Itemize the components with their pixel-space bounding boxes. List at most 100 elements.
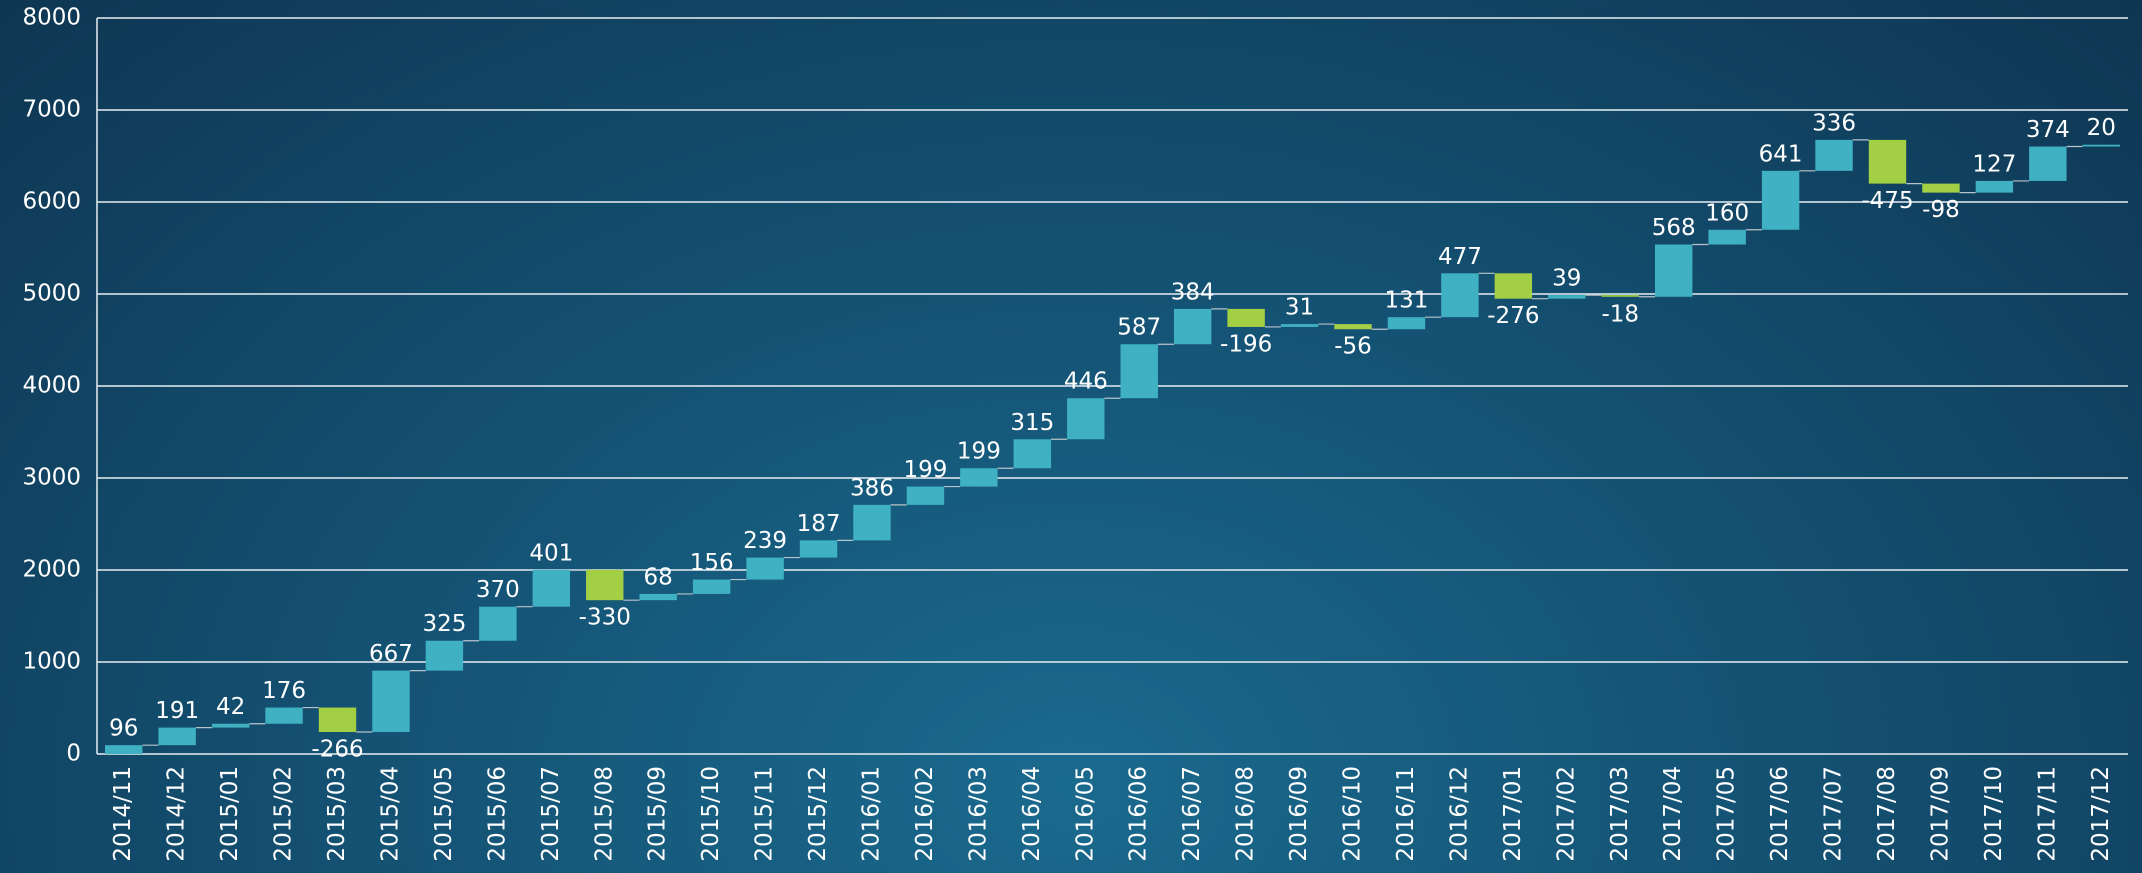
bar <box>1120 344 1158 399</box>
data-label: 156 <box>690 550 734 576</box>
data-label: -196 <box>1220 331 1272 357</box>
data-label: 336 <box>1812 110 1856 136</box>
x-tick-label: 2015/09 <box>645 766 671 862</box>
data-label: 239 <box>743 528 787 554</box>
bar <box>1494 273 1533 299</box>
y-tick-label: 5000 <box>22 281 81 307</box>
bar <box>1441 273 1479 318</box>
data-label: 160 <box>1705 200 1749 226</box>
data-label: -56 <box>1334 334 1372 360</box>
data-label: 187 <box>797 511 841 537</box>
bar <box>2029 146 2067 181</box>
bar <box>746 557 784 580</box>
x-tick-label: 2017/05 <box>1714 766 1740 862</box>
x-tick-label: 2017/06 <box>1767 766 1793 862</box>
bar <box>1601 295 1639 297</box>
bar <box>1654 244 1693 297</box>
data-label: 641 <box>1759 141 1803 167</box>
bar <box>1334 324 1372 330</box>
x-tick-label: 2015/02 <box>271 766 297 862</box>
bar <box>960 468 998 487</box>
bar <box>479 606 517 641</box>
x-tick-label: 2015/08 <box>591 766 617 862</box>
data-label: 20 <box>2087 115 2116 141</box>
y-tick-label: 3000 <box>22 465 81 491</box>
data-label: 39 <box>1552 266 1581 292</box>
bar <box>1868 139 1907 184</box>
bar <box>1227 308 1265 327</box>
data-label: 446 <box>1064 369 1108 395</box>
bar <box>425 640 464 671</box>
x-tick-label: 2015/11 <box>752 766 778 862</box>
x-tick-label: 2015/05 <box>431 766 457 862</box>
x-tick-label: 2016/12 <box>1446 766 1472 862</box>
y-tick-label: 0 <box>66 741 81 767</box>
data-label: -98 <box>1922 197 1960 223</box>
x-tick-label: 2015/06 <box>484 766 510 862</box>
x-tick-label: 2016/05 <box>1072 766 1098 862</box>
x-tick-label: 2016/08 <box>1233 766 1259 862</box>
x-tick-label: 2017/10 <box>1981 766 2007 862</box>
bar <box>853 504 891 541</box>
data-label: 131 <box>1385 288 1429 314</box>
bar <box>1548 295 1586 299</box>
x-tick-label: 2016/09 <box>1286 766 1312 862</box>
bar <box>105 745 143 754</box>
bar <box>692 579 731 594</box>
data-label: 325 <box>422 611 466 637</box>
data-label: 384 <box>1171 279 1215 305</box>
x-tick-label: 2015/12 <box>805 766 831 862</box>
bar <box>1975 180 2014 193</box>
y-tick-label: 1000 <box>22 649 81 675</box>
x-tick-label: 2017/03 <box>1607 766 1633 862</box>
data-label: 96 <box>109 716 138 742</box>
y-tick-label: 4000 <box>22 373 81 399</box>
x-tick-label: 2017/02 <box>1553 766 1579 862</box>
bar <box>586 569 624 601</box>
data-label: 127 <box>1972 151 2016 177</box>
x-tick-label: 2016/10 <box>1340 766 1366 862</box>
bar <box>1815 139 1853 171</box>
data-label: -276 <box>1487 303 1539 329</box>
data-label: -330 <box>579 605 631 631</box>
bar <box>372 670 410 733</box>
x-tick-label: 2016/04 <box>1019 766 1045 862</box>
bar <box>1708 229 1746 245</box>
x-tick-label: 2017/01 <box>1500 766 1526 862</box>
x-tick-label: 2014/11 <box>110 766 136 862</box>
x-tick-label: 2016/06 <box>1126 766 1152 862</box>
bar <box>1387 317 1426 330</box>
data-label: 199 <box>957 439 1001 465</box>
x-tick-label: 2015/07 <box>538 766 564 862</box>
data-label: 68 <box>644 564 673 590</box>
data-label: 42 <box>216 694 245 720</box>
x-tick-label: 2017/08 <box>1874 766 1900 862</box>
x-tick-label: 2017/07 <box>1821 766 1847 862</box>
bar <box>158 727 196 746</box>
data-label: 587 <box>1117 315 1161 341</box>
data-label: 477 <box>1438 244 1482 270</box>
bar <box>1067 398 1105 440</box>
data-label: 386 <box>850 475 894 501</box>
data-label: 176 <box>262 678 306 704</box>
data-label: 191 <box>155 698 199 724</box>
x-tick-label: 2015/04 <box>377 766 403 862</box>
data-label: -18 <box>1601 301 1639 327</box>
bar <box>318 707 357 733</box>
bar <box>799 540 838 558</box>
data-label: 199 <box>903 457 947 483</box>
y-tick-label: 6000 <box>22 189 81 215</box>
x-tick-label: 2015/03 <box>324 766 350 862</box>
bar <box>1761 170 1800 230</box>
bar <box>532 569 571 607</box>
x-tick-label: 2014/12 <box>164 766 190 862</box>
bar <box>265 707 303 724</box>
data-label: 31 <box>1285 295 1314 321</box>
bar <box>2082 144 2120 147</box>
data-label: 374 <box>2026 117 2070 143</box>
x-tick-label: 2015/10 <box>698 766 724 862</box>
y-tick-label: 7000 <box>22 97 81 123</box>
bar <box>1013 439 1052 469</box>
x-tick-label: 2016/01 <box>858 766 884 862</box>
